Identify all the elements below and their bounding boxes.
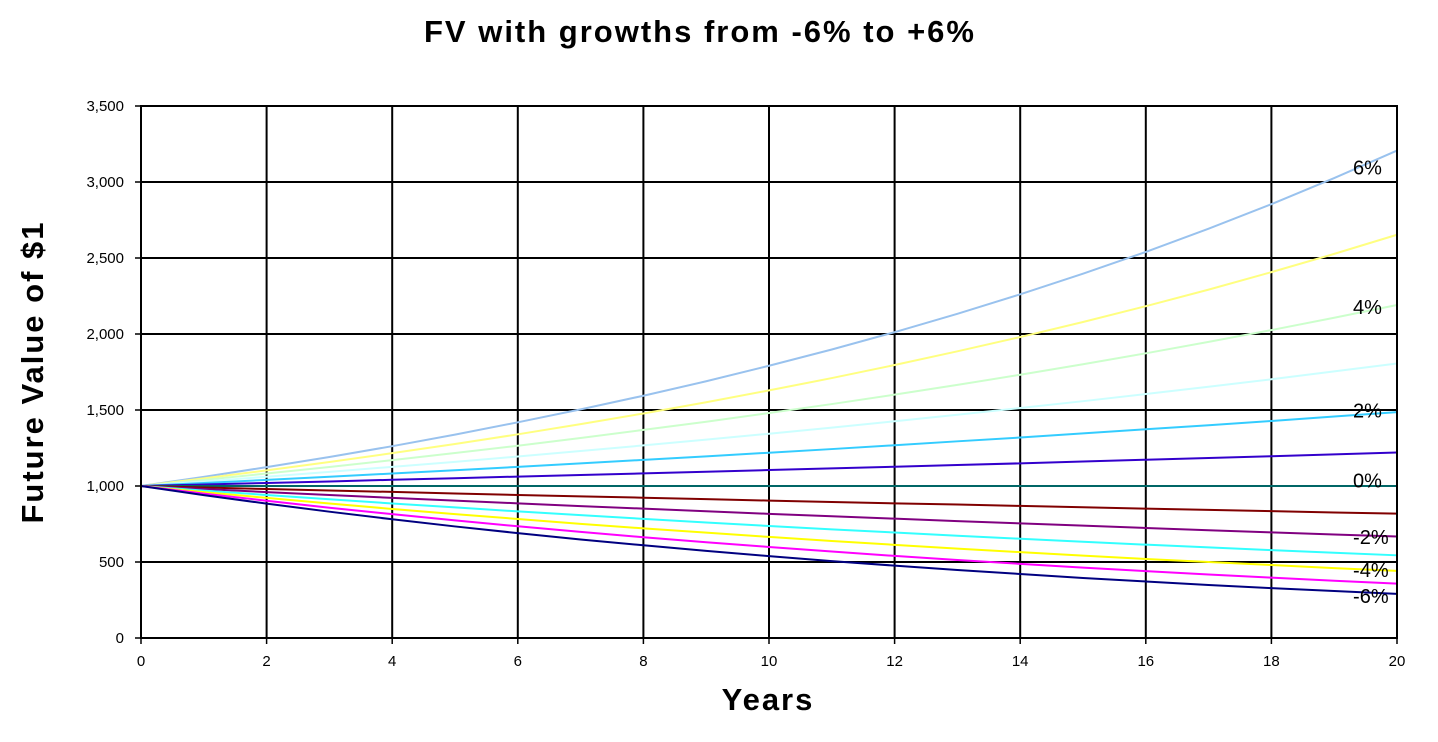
series-line-11 <box>140 485 1398 585</box>
chart-title: FV with growths from -6% to +6% <box>423 14 976 49</box>
series-line-9 <box>140 485 1398 557</box>
y-tick-label: 0 <box>116 630 124 647</box>
x-tick-label: 14 <box>1012 653 1029 670</box>
y-tick-label: 3,000 <box>86 174 124 191</box>
series-annotation: -6% <box>1353 586 1389 608</box>
axes <box>135 105 1398 644</box>
series-annotation: -4% <box>1353 560 1389 582</box>
series-line-3 <box>140 362 1398 487</box>
x-tick-label: 12 <box>886 653 903 670</box>
series-line-1 <box>140 233 1398 487</box>
series-annotation: 6% <box>1353 157 1382 179</box>
series-line-2 <box>140 303 1398 487</box>
x-axis-title: Years <box>721 682 815 717</box>
x-tick-label: 4 <box>388 653 396 670</box>
y-tick-label: 1,500 <box>86 402 124 419</box>
series-annotation: 2% <box>1353 401 1382 423</box>
x-tick-label: 18 <box>1263 653 1280 670</box>
series-annotation: 0% <box>1353 471 1382 493</box>
x-tick-label: 16 <box>1137 653 1154 670</box>
series-line-0 <box>140 149 1398 487</box>
series-annotation: 4% <box>1353 297 1382 319</box>
y-tick-label: 2,500 <box>86 250 124 267</box>
series-line-5 <box>140 451 1398 487</box>
tick-labels: 0 2 4 6 8 10 12 14 16 18 20 0 500 1,000 1,500 2,000 2,50… <box>86 98 1405 670</box>
x-tick-label: 2 <box>262 653 270 670</box>
series-line-4 <box>140 411 1398 487</box>
y-tick-label: 2,000 <box>86 326 124 343</box>
series-annotation: -2% <box>1353 527 1389 549</box>
series-annotations: 6% 4% 2% 0% -2% -4% -6% <box>1353 157 1389 608</box>
series-line-7 <box>140 485 1398 515</box>
series-lines <box>140 149 1398 595</box>
x-tick-label: 0 <box>137 653 145 670</box>
y-tick-label: 1,000 <box>86 478 124 495</box>
x-tick-label: 10 <box>761 653 778 670</box>
y-tick-label: 500 <box>99 554 124 571</box>
x-tick-label: 8 <box>639 653 647 670</box>
series-line-8 <box>140 485 1398 538</box>
grid <box>140 105 1398 639</box>
x-tick-label: 6 <box>514 653 522 670</box>
x-tick-label: 20 <box>1389 653 1406 670</box>
y-tick-label: 3,500 <box>86 98 124 115</box>
series-line-12 <box>140 485 1398 595</box>
series-line-10 <box>140 485 1398 572</box>
